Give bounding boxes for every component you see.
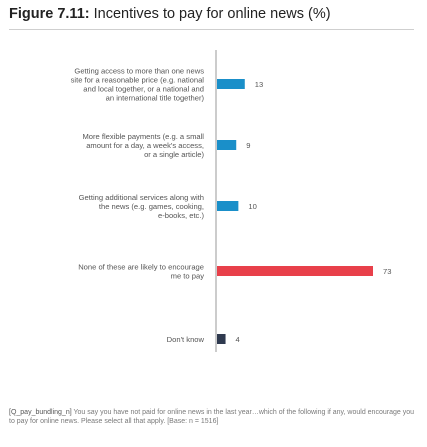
figure-title: Figure 7.11: Incentives to pay for onlin… bbox=[9, 6, 331, 22]
bar-chart: Getting access to more than one news site… bbox=[71, 50, 391, 352]
bar bbox=[217, 140, 237, 150]
title-divider bbox=[9, 29, 414, 30]
bar bbox=[217, 266, 373, 276]
value-label: 10 bbox=[248, 202, 256, 211]
bar bbox=[217, 79, 245, 89]
footnote-code: [Q_pay_bundling_n] bbox=[9, 409, 72, 416]
figure-label: Figure 7.11: bbox=[9, 6, 90, 22]
category-label: Don't know bbox=[167, 335, 205, 344]
category-label: Getting additional services along with th… bbox=[79, 193, 205, 220]
value-label: 13 bbox=[255, 80, 263, 89]
value-label: 73 bbox=[383, 267, 391, 276]
category-label: Getting access to more than one news site… bbox=[71, 67, 205, 103]
value-label: 9 bbox=[246, 141, 250, 150]
value-label: 4 bbox=[236, 335, 240, 344]
category-label: None of these are likely to encourage me … bbox=[78, 263, 204, 281]
footnote-text: You say you have not paid for online new… bbox=[9, 409, 414, 425]
category-label: More flexible payments (e.g. a small amou… bbox=[82, 132, 204, 159]
figure-title-text: Incentives to pay for online news (%) bbox=[93, 6, 331, 22]
footnote: [Q_pay_bundling_n] You say you have not … bbox=[9, 409, 421, 426]
bar bbox=[217, 201, 239, 211]
bar bbox=[217, 334, 226, 344]
